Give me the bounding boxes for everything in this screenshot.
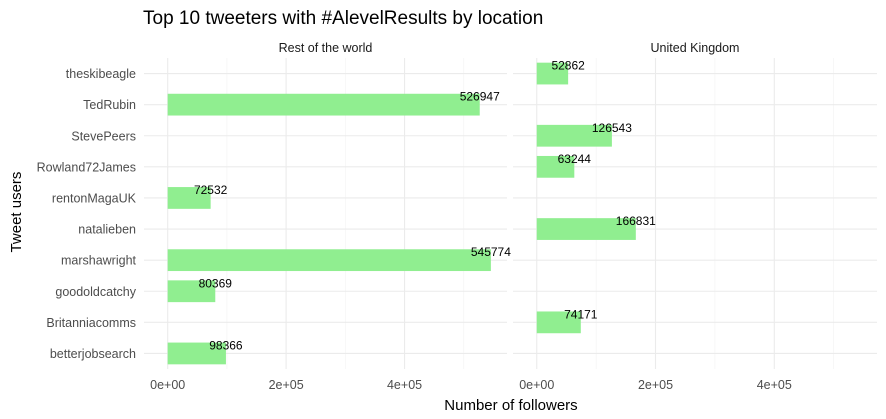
- bar-theskibeagle: [536, 62, 569, 85]
- bar-value-label-betterjobsearch: 98366: [209, 338, 243, 352]
- bar-value-label-stevepeers: 126543: [592, 121, 632, 135]
- bar-value-label-britanniacomms: 74171: [564, 307, 598, 321]
- x-tick-label: 2e+05: [269, 378, 304, 392]
- bar-value-label-theskibeagle: 52862: [551, 59, 585, 73]
- x-tick-label: 2e+05: [638, 378, 673, 392]
- bar-value-label-marshawright: 545774: [471, 245, 511, 259]
- x-tick-label: 0e+00: [150, 378, 185, 392]
- bar-natalieben: [536, 218, 636, 240]
- bar-britanniacomms: [536, 311, 581, 334]
- bar-value-label-tedrubin: 526947: [460, 90, 500, 104]
- y-tick-label-theskibeagle: theskibeagle: [66, 67, 136, 81]
- x-tick-label: 0e+00: [519, 378, 554, 392]
- bar-value-label-rentonmagauk: 72532: [194, 183, 228, 197]
- chart-title: Top 10 tweeters with #AlevelResults by l…: [143, 8, 543, 29]
- y-axis-label: Tweet users: [8, 172, 25, 253]
- bar-betterjobsearch: [167, 342, 226, 365]
- y-tick-label-tedrubin: TedRubin: [83, 98, 136, 112]
- y-tick-label-marshawright: marshawright: [61, 254, 137, 268]
- y-tick-label-britanniacomms: Britanniacomms: [46, 316, 136, 330]
- x-tick-label: 4e+05: [757, 378, 792, 392]
- facet-label: Rest of the world: [279, 41, 373, 55]
- bar-tedrubin: [167, 93, 480, 116]
- y-tick-label-rowland72james: Rowland72James: [37, 160, 136, 174]
- facet-panel-rest-of-the-world: Rest of the world 0e+00 2e+05 4e+05 526947 72…: [144, 41, 511, 392]
- bar-rowland72james: [536, 155, 575, 178]
- bar-value-label-goodoldcatchy: 80369: [199, 276, 233, 290]
- plot-area: theskibeagle TedRubin StevePeers Rowland72J…: [37, 41, 877, 392]
- y-tick-label-stevepeers: StevePeers: [71, 129, 136, 143]
- bar-stevepeers: [536, 124, 612, 147]
- bar-marshawright: [167, 249, 491, 272]
- y-tick-label-goodoldcatchy: goodoldcatchy: [55, 285, 136, 299]
- bar-value-label-rowland72james: 63244: [558, 152, 592, 166]
- x-axis-label: Number of followers: [444, 397, 577, 414]
- x-tick-label: 4e+05: [387, 378, 422, 392]
- facet-panel-united-kingdom: United Kingdom 0e+00 2e+05 4e+05 52862 126543…: [513, 41, 877, 392]
- y-tick-label-rentonmagauk: rentonMagaUK: [52, 191, 137, 205]
- bar-rentonmagauk: [167, 187, 211, 209]
- y-tick-label-betterjobsearch: betterjobsearch: [50, 347, 136, 361]
- bar-value-label-natalieben: 166831: [616, 214, 656, 228]
- bar-goodoldcatchy: [167, 280, 216, 303]
- facet-label: United Kingdom: [651, 41, 740, 55]
- y-tick-label-natalieben: natalieben: [78, 223, 136, 237]
